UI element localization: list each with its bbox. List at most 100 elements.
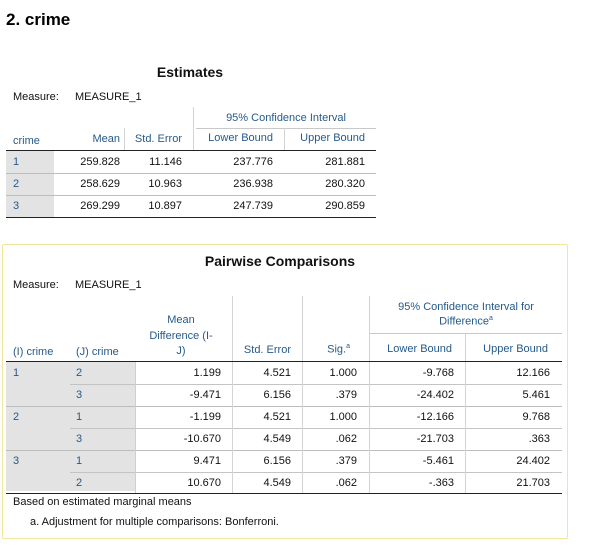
pairwise-col-md-line3: J) [176, 345, 186, 357]
estimates-lower: 247.739 [233, 200, 273, 212]
pairwise-measure-label: Measure: [13, 279, 59, 291]
pairwise-ci-header-line1: 95% Confidence Interval for [398, 301, 534, 313]
estimates-header-rule [6, 150, 376, 151]
pairwise-lower: -5.461 [422, 455, 454, 467]
pairwise-md: -10.670 [183, 433, 221, 445]
pairwise-md: -9.471 [189, 389, 221, 401]
pairwise-se: 4.521 [263, 411, 291, 423]
pairwise-selection-frame[interactable] [2, 244, 568, 539]
pairwise-sig: .062 [335, 433, 357, 445]
estimates-crime-label: 3 [13, 200, 20, 212]
estimates-crime-label: 1 [13, 156, 20, 168]
estimates-col-crime: crime [13, 135, 40, 147]
pairwise-row-header-shade [6, 362, 135, 491]
pairwise-row-rule [70, 428, 562, 429]
pairwise-md: 9.471 [193, 455, 221, 467]
pairwise-group-rule [6, 406, 562, 407]
pairwise-se: 6.156 [263, 389, 291, 401]
pairwise-header-rule [6, 361, 562, 362]
estimates-measure-label: Measure: [13, 91, 59, 103]
pairwise-upper: 21.703 [516, 477, 550, 489]
pairwise-i-label: 1 [13, 367, 20, 379]
pairwise-col-upper: Upper Bound [483, 343, 548, 355]
pairwise-upper: 12.166 [516, 367, 550, 379]
estimates-se: 10.963 [148, 178, 182, 190]
pairwise-row-rule [70, 472, 562, 473]
pairwise-sig: .379 [335, 455, 357, 467]
pairwise-body-vline [465, 362, 466, 493]
pairwise-ci-footnote-mark: a [489, 315, 493, 322]
estimates-vline [124, 128, 125, 150]
pairwise-upper: .363 [528, 433, 550, 445]
pairwise-body-vline [135, 362, 136, 493]
pairwise-sig: 1.000 [329, 367, 357, 379]
estimates-row-header-shade [6, 151, 54, 217]
pairwise-j-label: 2 [76, 477, 83, 489]
estimates-vline [284, 128, 285, 150]
pairwise-col-j: (J) crime [76, 346, 119, 358]
pairwise-sig: .379 [335, 389, 357, 401]
estimates-se: 11.146 [149, 156, 182, 168]
pairwise-footnote-adjustment: a. Adjustment for multiple comparisons: … [30, 516, 279, 528]
estimates-col-upper: Upper Bound [300, 132, 365, 144]
pairwise-lower: -12.166 [416, 411, 454, 423]
pairwise-footnote-means: Based on estimated marginal means [13, 496, 192, 508]
estimates-vline [193, 107, 194, 150]
pairwise-measure-value: MEASURE_1 [75, 279, 142, 291]
pairwise-se: 4.521 [263, 367, 291, 379]
estimates-crime-label: 2 [13, 178, 20, 190]
pairwise-lower: -21.703 [416, 433, 454, 445]
pairwise-j-label: 2 [76, 367, 83, 379]
pairwise-body-vline [302, 362, 303, 493]
estimates-col-mean: Mean [92, 133, 120, 145]
pairwise-lower: -9.768 [422, 367, 454, 379]
pairwise-body-vline [369, 362, 370, 493]
estimates-lower: 236.938 [233, 178, 273, 190]
pairwise-vline [232, 296, 233, 361]
estimates-row-rule [6, 195, 376, 196]
pairwise-col-se: Std. Error [243, 344, 291, 356]
pairwise-col-lower: Lower Bound [387, 343, 452, 355]
pairwise-se: 4.549 [263, 477, 291, 489]
pairwise-i-label: 2 [13, 411, 20, 423]
pairwise-j-label: 3 [76, 389, 83, 401]
pairwise-vline [369, 296, 370, 361]
estimates-row-rule [6, 173, 376, 174]
pairwise-col-md-line2: Difference (I- [149, 330, 213, 342]
section-title: 2. crime [6, 10, 71, 29]
pairwise-ci-header-word: Difference [439, 315, 490, 328]
pairwise-upper: 9.768 [522, 411, 550, 423]
pairwise-col-sig: Sig.a [300, 343, 350, 356]
estimates-bottom-rule [6, 217, 376, 218]
pairwise-se: 6.156 [263, 455, 291, 467]
pairwise-col-i: (I) crime [13, 346, 54, 358]
pairwise-upper: 5.461 [522, 389, 550, 401]
estimates-measure: Measure: MEASURE_1 [13, 91, 142, 103]
pairwise-se: 4.549 [263, 433, 291, 445]
estimates-upper: 281.881 [325, 156, 365, 168]
estimates-ci-underline [196, 128, 376, 129]
pairwise-vline [302, 296, 303, 361]
estimates-mean: 269.299 [80, 200, 120, 212]
pairwise-j-label: 3 [76, 433, 83, 445]
pairwise-upper: 24.402 [516, 455, 550, 467]
pairwise-sig: .062 [335, 477, 357, 489]
estimates-lower: 237.776 [233, 156, 273, 168]
pairwise-md: 1.199 [193, 367, 221, 379]
pairwise-title: Pairwise Comparisons [204, 253, 356, 269]
pairwise-ci-header-line2: Differencea [370, 315, 562, 328]
estimates-se: 10.897 [148, 200, 182, 212]
pairwise-bottom-rule [6, 493, 562, 494]
pairwise-vline [465, 334, 466, 361]
pairwise-j-label: 1 [76, 455, 83, 467]
pairwise-measure: Measure: MEASURE_1 [13, 279, 142, 291]
pairwise-ci-underline [370, 333, 562, 334]
pairwise-sig: 1.000 [329, 411, 357, 423]
pairwise-col-sig-word: Sig. [327, 343, 347, 356]
estimates-col-lower: Lower Bound [208, 132, 273, 144]
estimates-ci-header: 95% Confidence Interval [226, 112, 346, 124]
pairwise-md: 10.670 [187, 477, 221, 489]
estimates-upper: 290.859 [325, 200, 365, 212]
estimates-mean: 258.629 [80, 178, 120, 190]
estimates-measure-value: MEASURE_1 [75, 91, 142, 103]
